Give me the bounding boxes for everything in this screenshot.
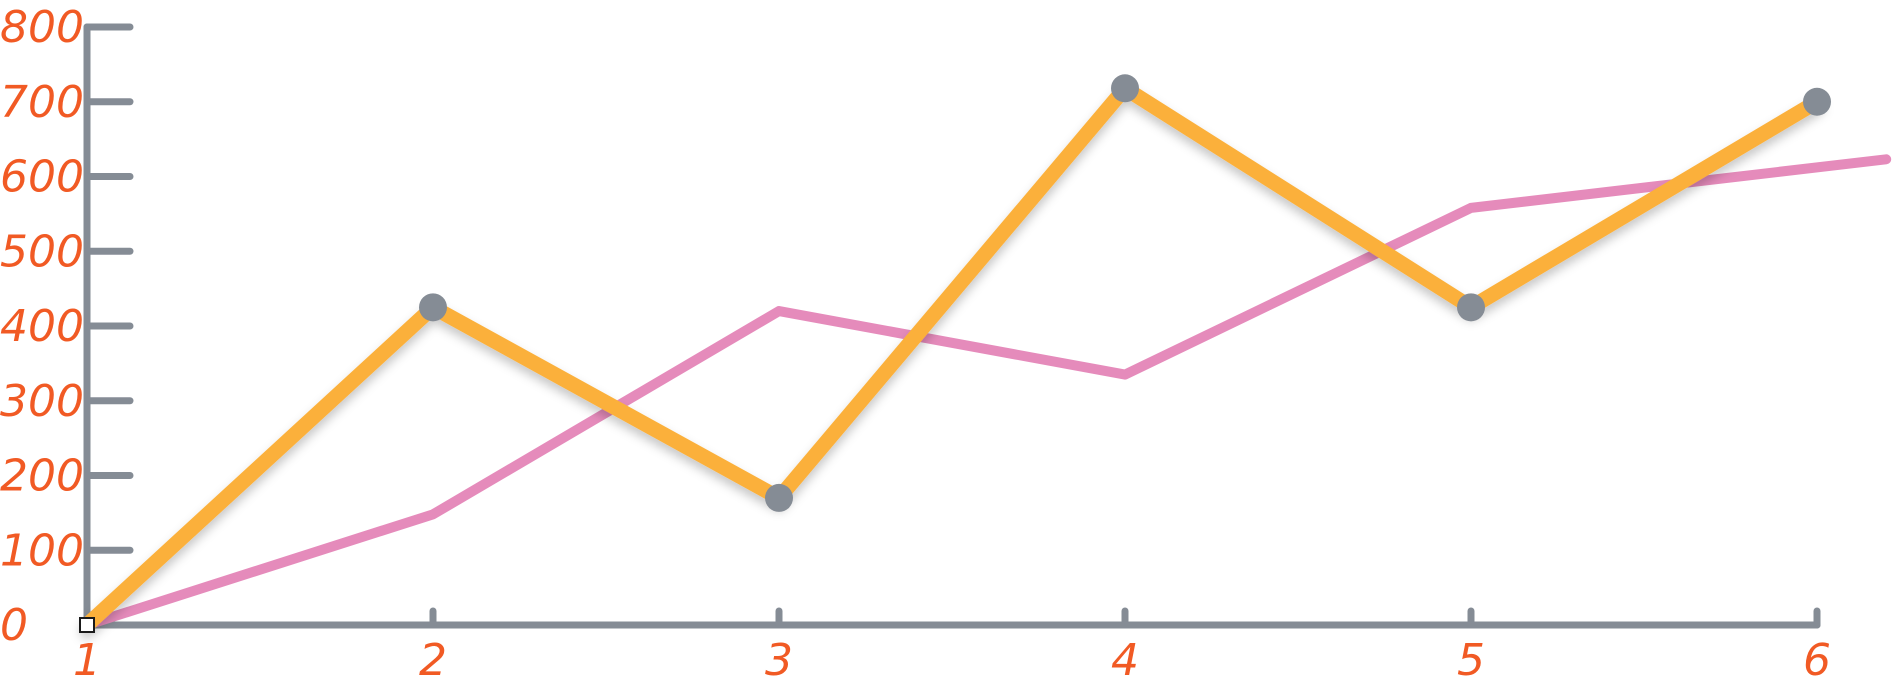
series-line-1 <box>82 154 1892 630</box>
x-tick-label: 3 <box>765 635 793 680</box>
y-axis <box>83 23 134 629</box>
data-point <box>419 293 447 322</box>
x-tick-label: 5 <box>1457 635 1485 680</box>
y-tick-label: 500 <box>0 226 84 277</box>
y-tick-label: 800 <box>0 2 84 53</box>
series-layer <box>79 80 1892 633</box>
y-tick-label: 0 <box>0 600 28 651</box>
marker-layer <box>79 74 1831 633</box>
y-tick-label: 400 <box>0 301 84 352</box>
data-point <box>1803 87 1831 116</box>
origin-marker <box>79 617 95 633</box>
tick-labels: 0 100 200 300 400 500 600 700 800 1 2 3 4 5 6 <box>0 2 1831 680</box>
data-point <box>1457 293 1485 322</box>
y-tick-label: 300 <box>0 376 84 427</box>
x-tick-label: 4 <box>1111 635 1139 680</box>
x-axis <box>83 607 1821 629</box>
y-tick-label: 700 <box>0 77 84 128</box>
y-tick-label: 600 <box>0 152 84 203</box>
x-tick-label: 2 <box>419 635 447 680</box>
data-point <box>1111 74 1139 103</box>
y-tick-label: 200 <box>0 451 84 502</box>
x-tick-label: 6 <box>1803 635 1831 680</box>
y-tick-label: 100 <box>0 525 84 576</box>
series-line-2 <box>79 80 1825 633</box>
data-point <box>765 483 793 512</box>
x-tick-label: 1 <box>73 635 101 680</box>
